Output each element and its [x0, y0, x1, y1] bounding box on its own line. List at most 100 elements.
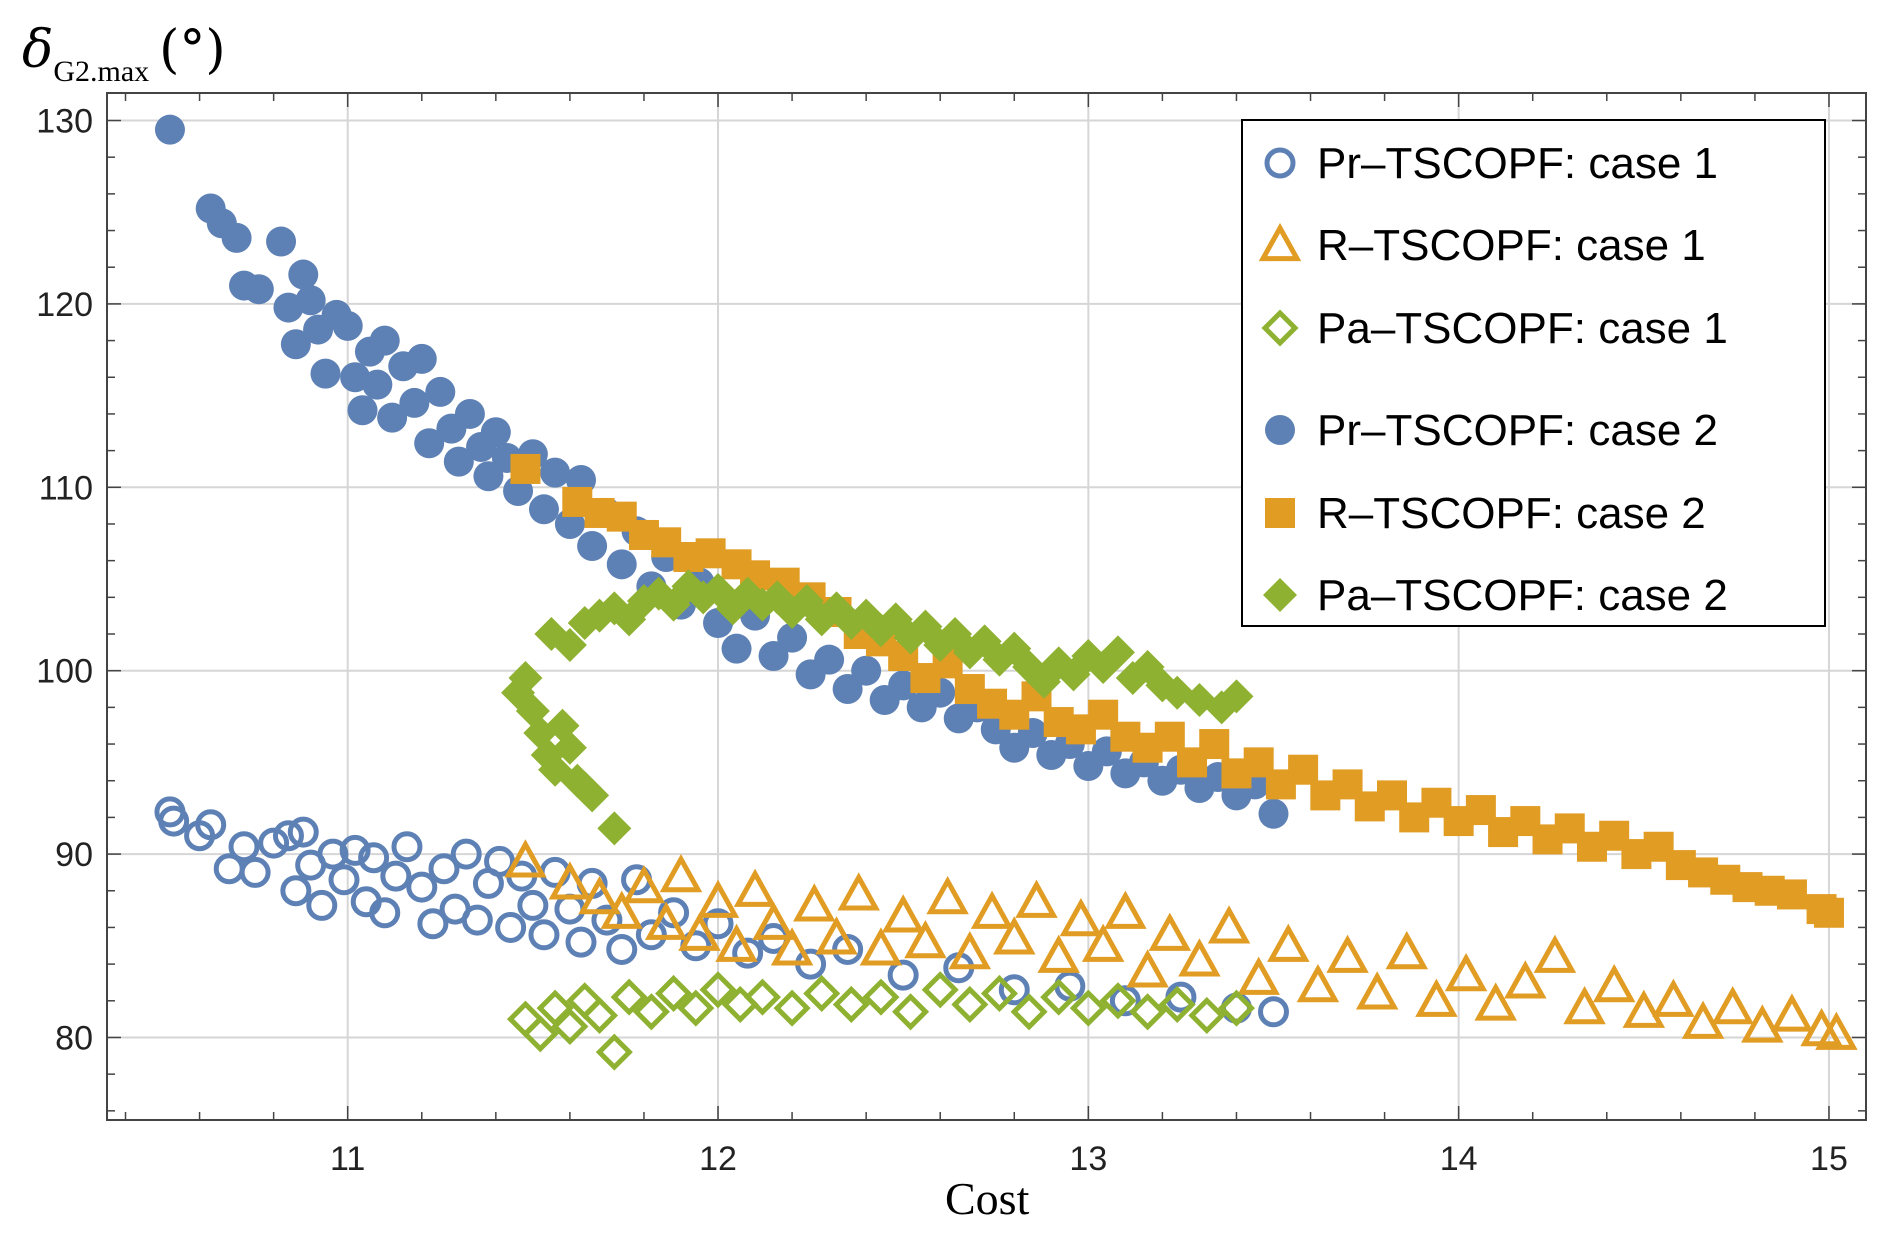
- data-point: [677, 989, 715, 1027]
- data-point: [317, 838, 349, 870]
- data-point: [837, 872, 880, 911]
- legend-marker: [1265, 498, 1295, 528]
- data-point: [578, 875, 621, 915]
- y-axis-label-subscript: G2.max: [53, 55, 150, 88]
- data-point: [733, 868, 777, 907]
- data-point: [1681, 1000, 1725, 1039]
- y-tick-label: 120: [36, 286, 93, 324]
- data-point: [461, 904, 493, 936]
- data-point: [295, 285, 326, 316]
- data-point: [1126, 949, 1169, 988]
- legend-box: [1241, 119, 1826, 627]
- data-point: [508, 661, 543, 696]
- data-point: [506, 1000, 544, 1038]
- data-point: [328, 864, 360, 896]
- legend-label: Pr–TSCOPF: case 2: [1317, 406, 1718, 455]
- data-point: [280, 329, 311, 360]
- data-point: [832, 985, 870, 1023]
- data-point: [892, 993, 930, 1031]
- data-point: [632, 993, 670, 1031]
- data-point: [577, 530, 608, 561]
- data-point: [450, 838, 482, 870]
- data-point: [377, 402, 408, 433]
- data-point: [362, 369, 393, 400]
- data-point: [158, 805, 190, 837]
- data-point: [1178, 938, 1221, 977]
- data-point: [391, 831, 423, 863]
- data-point: [758, 641, 789, 672]
- series-1: [504, 839, 1858, 1050]
- data-point: [580, 996, 619, 1035]
- data-point: [732, 937, 764, 969]
- data-point: [517, 889, 549, 921]
- data-point: [1069, 989, 1107, 1027]
- x-tick-label: 12: [699, 1140, 737, 1178]
- data-point: [228, 831, 260, 863]
- data-point: [443, 446, 474, 477]
- data-point: [1104, 890, 1147, 929]
- data-point: [881, 894, 925, 933]
- data-point: [1158, 985, 1196, 1023]
- data-point: [678, 912, 721, 951]
- data-point: [1504, 960, 1547, 999]
- data-point: [993, 916, 1036, 955]
- data-point: [832, 674, 863, 705]
- data-point: [1296, 963, 1340, 1003]
- data-point: [770, 927, 814, 966]
- series-4: [510, 453, 1844, 928]
- data-point: [428, 853, 460, 885]
- y-axis-label-symbol: δ: [22, 20, 54, 80]
- data-point: [600, 890, 643, 929]
- data-point: [566, 982, 604, 1020]
- x-tick-label: 13: [1069, 1140, 1107, 1178]
- data-point: [565, 926, 597, 958]
- data-point: [552, 628, 587, 663]
- data-point: [195, 809, 227, 841]
- data-point: [1415, 978, 1458, 1017]
- data-point: [793, 883, 836, 922]
- y-tick-label: 100: [36, 653, 93, 691]
- x-tick-label: 14: [1440, 1140, 1478, 1178]
- data-point: [1444, 952, 1488, 992]
- data-point: [948, 930, 992, 970]
- data-point: [425, 376, 456, 407]
- data-point: [921, 971, 959, 1009]
- data-point: [554, 893, 586, 925]
- data-point: [1267, 923, 1310, 962]
- data-point: [1188, 996, 1226, 1035]
- data-point: [552, 730, 587, 765]
- data-point: [380, 860, 412, 892]
- data-point: [1100, 635, 1135, 670]
- data-point: [815, 916, 858, 955]
- data-point: [310, 358, 341, 389]
- data-point: [591, 904, 623, 936]
- data-point: [288, 259, 319, 290]
- data-point: [862, 978, 900, 1016]
- data-point: [417, 908, 449, 940]
- data-point: [258, 827, 290, 859]
- data-point: [484, 845, 516, 877]
- data-point: [696, 879, 740, 918]
- data-point: [1037, 934, 1080, 973]
- y-tick-label: 80: [55, 1019, 93, 1057]
- data-point: [1741, 1004, 1784, 1043]
- y-tick-label: 110: [39, 469, 93, 507]
- data-point: [548, 861, 592, 900]
- legend-label: Pa–TSCOPF: case 1: [1317, 304, 1728, 353]
- data-point: [1815, 1011, 1858, 1050]
- data-point: [1592, 963, 1636, 1003]
- data-point: [1059, 897, 1103, 937]
- data-point: [358, 842, 390, 874]
- data-point: [1099, 982, 1137, 1020]
- data-point: [644, 901, 688, 940]
- data-point: [1385, 930, 1429, 970]
- data-point: [1533, 934, 1577, 973]
- data-point: [1770, 993, 1814, 1032]
- y-tick-label: 130: [36, 103, 93, 141]
- data-point: [1015, 879, 1058, 918]
- data-point: [1109, 985, 1141, 1017]
- data-point: [473, 461, 504, 492]
- legend-marker: [1265, 415, 1295, 445]
- data-point: [610, 978, 648, 1016]
